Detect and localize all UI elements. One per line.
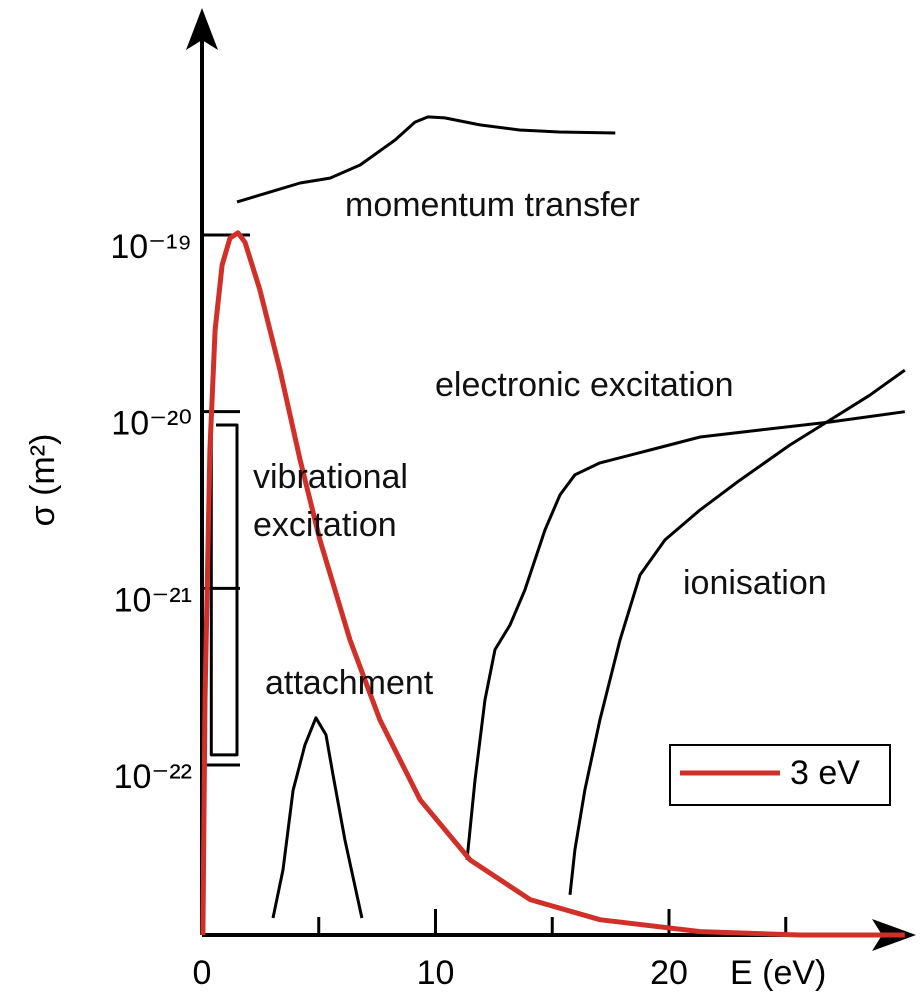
x-tick-label: 20 [650, 954, 688, 992]
curve-label: ionisation [683, 564, 827, 602]
cross-section-curve [236, 115, 616, 204]
curve-label: momentum transfer [345, 186, 640, 224]
x-tick-label: 10 [417, 954, 455, 992]
y-tick-label: 10⁻¹⁹ [110, 228, 192, 266]
x-tick-label: 0 [193, 954, 212, 992]
y-axis-label: σ (m²) [24, 434, 62, 527]
cross-section-curve [209, 411, 239, 757]
y-tick-label: 10⁻²¹ [114, 581, 192, 619]
legend-label: 3 eV [790, 754, 860, 792]
curve-label: attachment [265, 664, 434, 702]
distribution-curve [200, 230, 905, 938]
y-tick-label: 10⁻²² [114, 758, 192, 796]
cross-section-curve [465, 410, 906, 861]
cross-section-curve [271, 716, 364, 919]
curve-label: electronic excitation [435, 366, 734, 404]
x-axis-label: E (eV) [730, 954, 826, 992]
y-axis-arrow [186, 8, 218, 50]
y-tick-label: 10⁻²⁰ [111, 405, 192, 443]
curve-label: vibrational excitation [253, 458, 408, 544]
cross-section-curve [568, 368, 906, 895]
